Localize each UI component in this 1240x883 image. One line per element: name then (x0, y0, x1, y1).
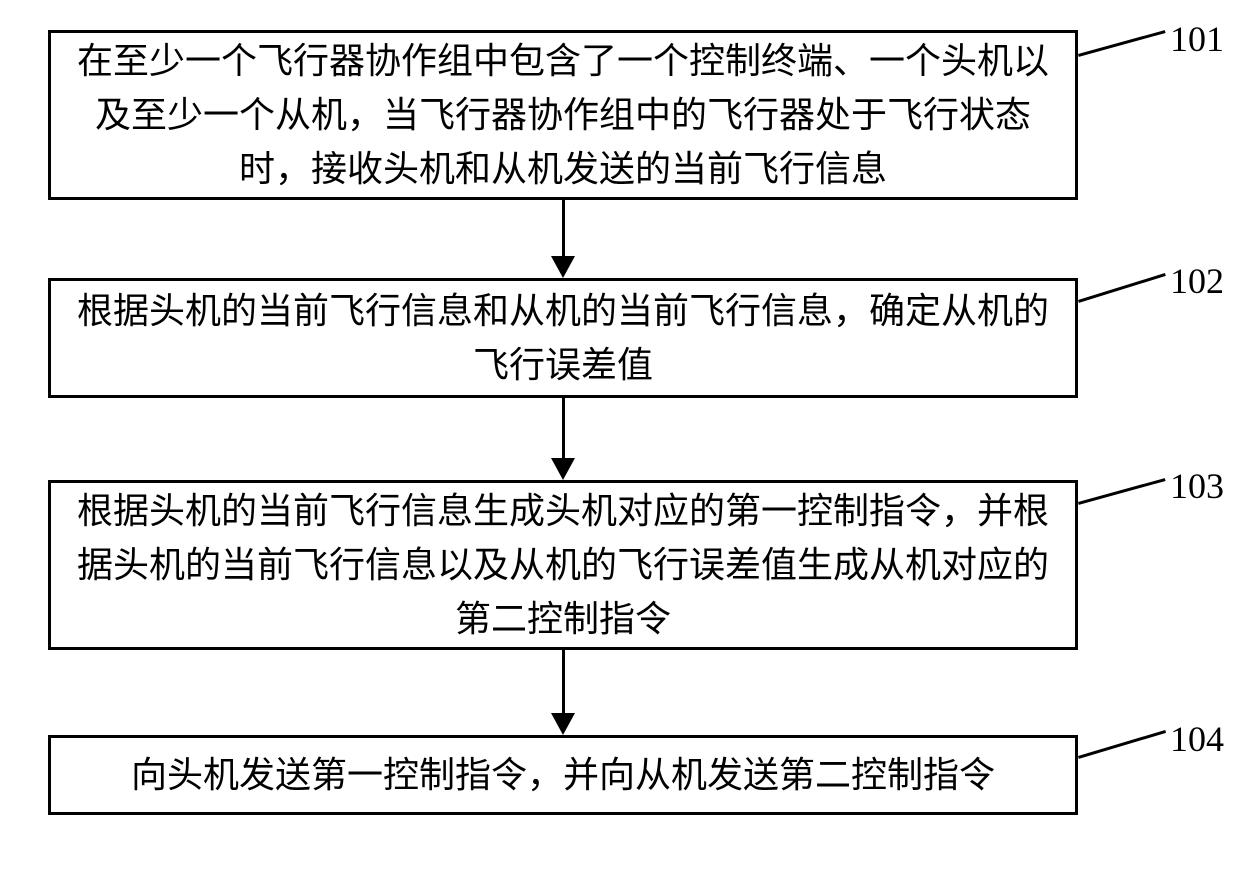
flow-step-text: 向头机发送第一控制指令，并向从机发送第二控制指令 (131, 748, 995, 802)
flow-arrow-line (562, 398, 565, 458)
flow-arrow-line (562, 200, 565, 256)
flow-step-step-104: 向头机发送第一控制指令，并向从机发送第二控制指令 (48, 735, 1078, 815)
label-leader-line (1078, 730, 1166, 759)
step-number-label: 104 (1170, 718, 1224, 760)
flow-arrow-head (551, 458, 575, 480)
flow-step-step-102: 根据头机的当前飞行信息和从机的当前飞行信息，确定从机的飞行误差值 (48, 278, 1078, 398)
flow-step-text: 在至少一个飞行器协作组中包含了一个控制终端、一个头机以及至少一个从机，当飞行器协… (71, 34, 1055, 196)
flow-step-text: 根据头机的当前飞行信息生成头机对应的第一控制指令，并根据头机的当前飞行信息以及从… (71, 484, 1055, 646)
flowchart-canvas: 在至少一个飞行器协作组中包含了一个控制终端、一个头机以及至少一个从机，当飞行器协… (0, 0, 1240, 883)
flow-arrow-head (551, 256, 575, 278)
flow-step-step-101: 在至少一个飞行器协作组中包含了一个控制终端、一个头机以及至少一个从机，当飞行器协… (48, 30, 1078, 200)
step-number-label: 101 (1170, 18, 1224, 60)
flow-arrow-line (562, 650, 565, 713)
flow-step-text: 根据头机的当前飞行信息和从机的当前飞行信息，确定从机的飞行误差值 (71, 284, 1055, 392)
flow-step-step-103: 根据头机的当前飞行信息生成头机对应的第一控制指令，并根据头机的当前飞行信息以及从… (48, 480, 1078, 650)
step-number-label: 102 (1170, 260, 1224, 302)
label-leader-line (1078, 30, 1166, 57)
step-number-label: 103 (1170, 465, 1224, 507)
label-leader-line (1078, 273, 1166, 303)
flow-arrow-head (551, 713, 575, 735)
label-leader-line (1078, 478, 1166, 505)
